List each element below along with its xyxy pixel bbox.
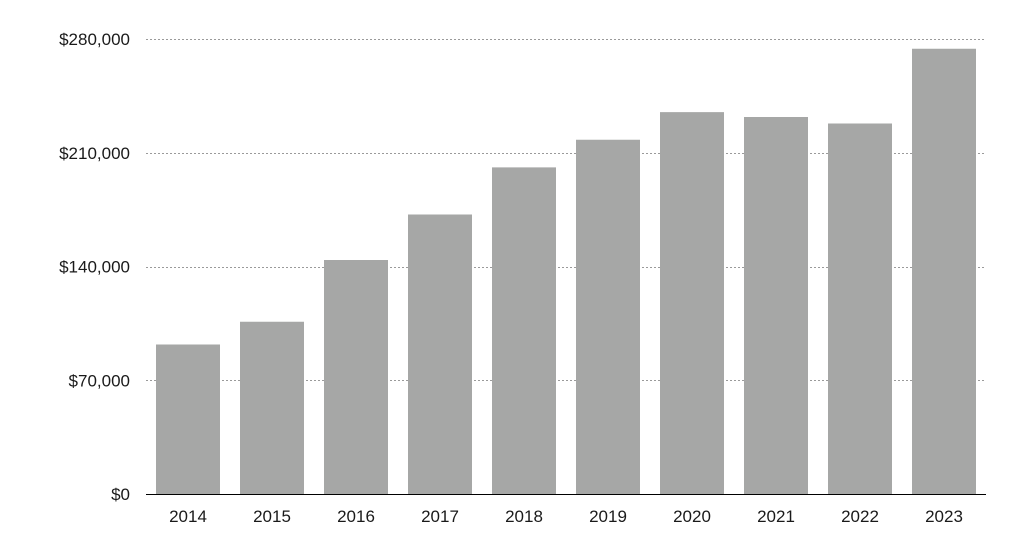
bar-2016 [324,260,388,494]
x-tick-label: 2020 [673,507,711,526]
bar-2020 [660,112,724,494]
x-tick-label: 2018 [505,507,543,526]
bar-2023 [912,48,976,494]
y-tick-label: $0 [111,485,130,504]
y-axis-tick-labels: $0 $70,000 $140,000 $210,000 $280,000 [59,30,130,504]
x-tick-label: 2021 [757,507,795,526]
bar-2021 [744,117,808,494]
y-tick-label: $210,000 [59,144,130,163]
bar-2018 [492,167,556,494]
x-tick-label: 2023 [925,507,963,526]
bar-2019 [576,139,640,494]
y-tick-label: $70,000 [69,371,130,390]
x-tick-label: 2017 [421,507,459,526]
x-axis-tick-labels: 2014 2015 2016 2017 2018 2019 2020 2021 2022 2023 [169,507,963,526]
x-tick-label: 2014 [169,507,207,526]
y-tick-label: $280,000 [59,30,130,49]
bar-2015 [240,321,304,494]
y-tick-label: $140,000 [59,258,130,277]
x-tick-label: 2015 [253,507,291,526]
x-tick-label: 2016 [337,507,375,526]
x-tick-label: 2022 [841,507,879,526]
bar-2022 [828,123,892,494]
bars [156,48,976,494]
x-tick-label: 2019 [589,507,627,526]
bar-2014 [156,344,220,494]
bar-2017 [408,214,472,494]
